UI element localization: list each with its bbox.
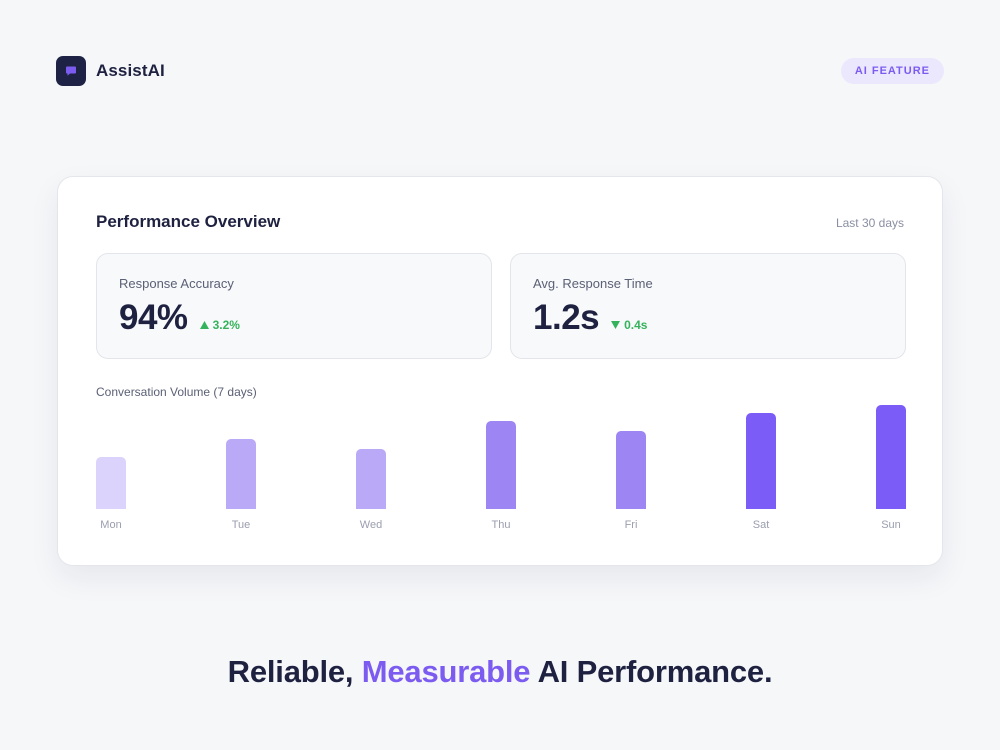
chat-bubble-icon — [66, 66, 76, 76]
metric-label: Avg. Response Time — [533, 276, 653, 291]
triangle-up-icon — [199, 321, 209, 329]
metric-label: Response Accuracy — [119, 276, 234, 291]
conversation-volume-chart: Mon Tue Wed Thu Fri Sat Sun — [96, 399, 906, 539]
brand-logo — [56, 56, 86, 86]
metric-value: 1.2s — [533, 298, 600, 337]
metric-delta-value: 0.4s — [624, 318, 648, 332]
chart-label: Conversation Volume (7 days) — [96, 385, 257, 399]
tagline-end: AI Performance. — [530, 654, 773, 689]
brand[interactable]: AssistAI — [56, 56, 165, 86]
tagline: Reliable, Measurable AI Performance. — [0, 654, 1000, 690]
bar-sun[interactable] — [876, 405, 906, 509]
x-tick-label: Sun — [881, 519, 901, 531]
tagline-accent: Measurable — [361, 654, 531, 689]
metric-delta: 0.4s — [611, 318, 647, 332]
ai-feature-badge: AI FEATURE — [840, 58, 944, 84]
bar-tue[interactable] — [226, 439, 256, 509]
metric-avg-response-time: Avg. Response Time 1.2s 0.4s — [510, 253, 906, 359]
bar-thu[interactable] — [486, 421, 516, 509]
metric-response-accuracy: Response Accuracy 94% 3.2% — [96, 253, 492, 359]
metric-value: 94% — [119, 298, 188, 337]
tagline-start: Reliable, — [227, 654, 362, 689]
metric-delta-value: 3.2% — [212, 318, 240, 332]
x-tick-label: Sat — [752, 519, 770, 531]
x-tick-label: Thu — [491, 519, 511, 531]
bar-wed[interactable] — [356, 449, 386, 509]
metric-delta: 3.2% — [199, 318, 240, 332]
date-range-label[interactable]: Last 30 days — [835, 216, 904, 230]
x-tick-label: Mon — [100, 519, 122, 531]
bar-fri[interactable] — [616, 431, 646, 509]
x-tick-label: Wed — [359, 519, 383, 531]
card-title: Performance Overview — [96, 212, 281, 231]
x-tick-label: Tue — [231, 519, 251, 531]
bar-mon[interactable] — [96, 457, 126, 509]
brand-name: AssistAI — [96, 61, 165, 80]
bar-sat[interactable] — [746, 413, 776, 509]
performance-card: Performance Overview Last 30 days Respon… — [57, 176, 943, 566]
x-tick-label: Fri — [624, 519, 638, 531]
triangle-down-icon — [611, 321, 621, 329]
